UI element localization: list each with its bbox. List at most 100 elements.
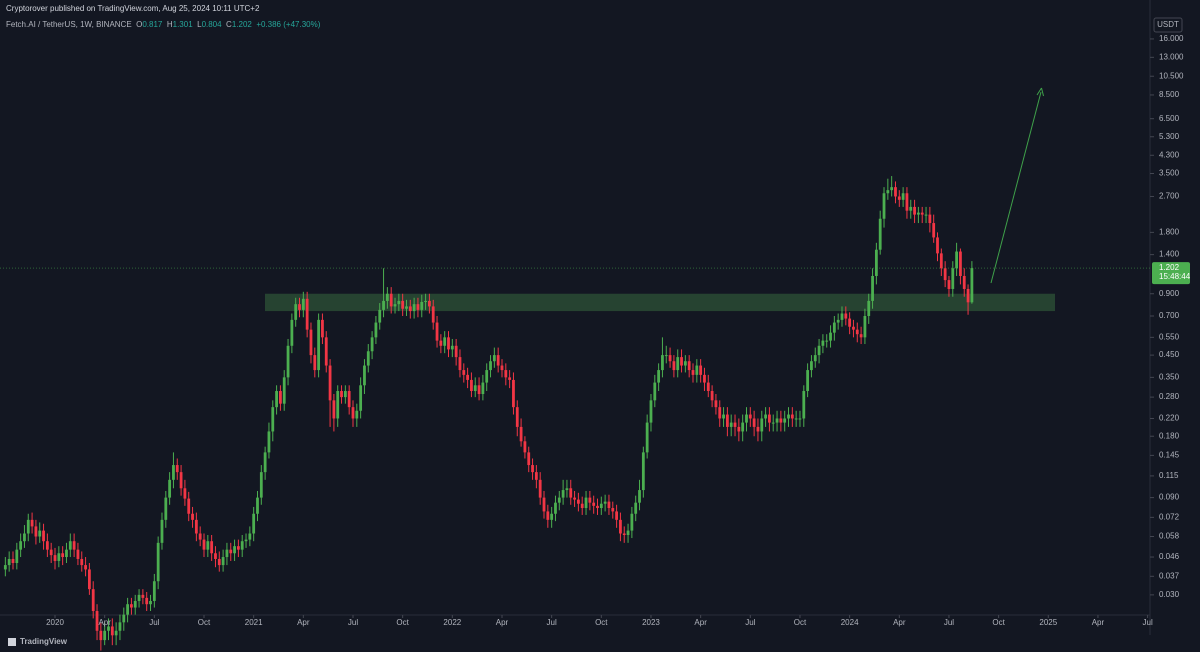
candle-body [225, 549, 229, 558]
candle-body [259, 472, 263, 498]
candle-body [695, 365, 699, 375]
candle-body [813, 355, 817, 362]
candle-body [645, 422, 649, 453]
candle-body [397, 300, 401, 305]
high-value: 1.301 [172, 20, 193, 29]
logo-mark [8, 638, 16, 646]
candle-body [279, 391, 282, 404]
y-tick-label: 8.500 [1159, 90, 1180, 99]
x-tick-label: Jul [944, 618, 954, 627]
x-tick-label: Apr [98, 618, 111, 627]
candle-body [706, 382, 710, 392]
candle-body [130, 604, 133, 608]
open-value: 0.817 [142, 20, 163, 29]
candle-body [145, 597, 149, 605]
candle-body [527, 452, 531, 466]
candle-body [932, 223, 936, 238]
y-tick-label: 0.550 [1159, 332, 1180, 341]
candle-body [611, 508, 615, 512]
candle-body [718, 407, 722, 419]
candle-body [114, 630, 118, 636]
candle-body [534, 472, 538, 480]
candle-body [355, 410, 359, 419]
candle-body [317, 319, 321, 371]
candle-body [561, 490, 565, 498]
candle-body [256, 497, 259, 514]
ohlc-label: H [166, 20, 173, 29]
candle-body [752, 418, 756, 427]
candle-body [783, 418, 787, 423]
candle-body [248, 533, 252, 540]
candle-body [217, 558, 221, 566]
arrow [990, 91, 1042, 284]
candle-body [802, 391, 806, 419]
candle-body [756, 426, 760, 432]
candle-body [917, 212, 920, 215]
candle-body [657, 370, 661, 383]
candle-body [703, 374, 706, 383]
candle-body [198, 533, 202, 540]
candle-body [580, 503, 584, 509]
candle-body [687, 361, 691, 371]
candle-body [233, 546, 236, 554]
candle-body [615, 511, 618, 520]
currency: USDT [1157, 20, 1179, 29]
y-tick-label: 0.450 [1159, 350, 1180, 359]
candle-body [523, 441, 527, 453]
candle-body [569, 488, 573, 498]
candle-body [34, 526, 38, 537]
candle-body [91, 589, 95, 612]
y-tick-label: 13.000 [1159, 52, 1184, 61]
candle-body [470, 379, 473, 392]
y-tick-label: 0.072 [1159, 512, 1180, 521]
candle-body [236, 546, 240, 550]
candle-body [939, 253, 943, 269]
candle-body [641, 452, 645, 491]
candle-body [492, 355, 496, 362]
candle-body [909, 206, 913, 211]
candle-body [424, 300, 427, 302]
candle-body [546, 511, 550, 520]
x-tick-label: Jul [547, 618, 557, 627]
candle-body [737, 426, 741, 432]
y-tick-label: 0.180 [1159, 431, 1180, 440]
x-tick-label: Oct [992, 618, 1005, 627]
x-tick-label: 2024 [841, 618, 859, 627]
brand: TradingView [20, 637, 68, 646]
close-value: 1.202 [231, 20, 252, 29]
candle-body [565, 488, 569, 491]
candle-body [202, 539, 206, 550]
candle-body [531, 465, 534, 473]
candle-body [49, 549, 53, 556]
low-value: 0.804 [201, 20, 222, 29]
x-tick-label: 2023 [642, 618, 660, 627]
candle-body [832, 322, 836, 333]
y-tick-label: 0.280 [1159, 392, 1180, 401]
candle-body [515, 407, 519, 427]
candle-body [672, 361, 676, 371]
candle-body [252, 513, 256, 534]
y-tick-label: 0.115 [1159, 471, 1179, 480]
candle-body [84, 565, 87, 570]
ohlc-label: O [136, 20, 143, 29]
candle-body [126, 604, 129, 615]
y-tick-label: 0.145 [1159, 450, 1180, 459]
candle-body [855, 329, 859, 335]
change: +0.386 [256, 20, 282, 29]
y-tick-label: 0.037 [1159, 571, 1180, 580]
ohlc-label: L [197, 20, 202, 29]
candle-body [336, 391, 340, 419]
candle-body [466, 374, 470, 380]
y-tick-label: 6.500 [1159, 114, 1180, 123]
candle-body [768, 414, 771, 423]
candle-body [405, 306, 408, 309]
candle-body [72, 541, 76, 550]
symbol: Fetch.AI / TetherUS, 1W, BINANCE [6, 20, 132, 29]
candle-body [962, 275, 966, 289]
candle-body [871, 275, 874, 301]
candle-body [164, 497, 168, 520]
candle-body [725, 414, 729, 427]
candle-body [878, 218, 882, 250]
x-tick-label: Oct [198, 618, 211, 627]
